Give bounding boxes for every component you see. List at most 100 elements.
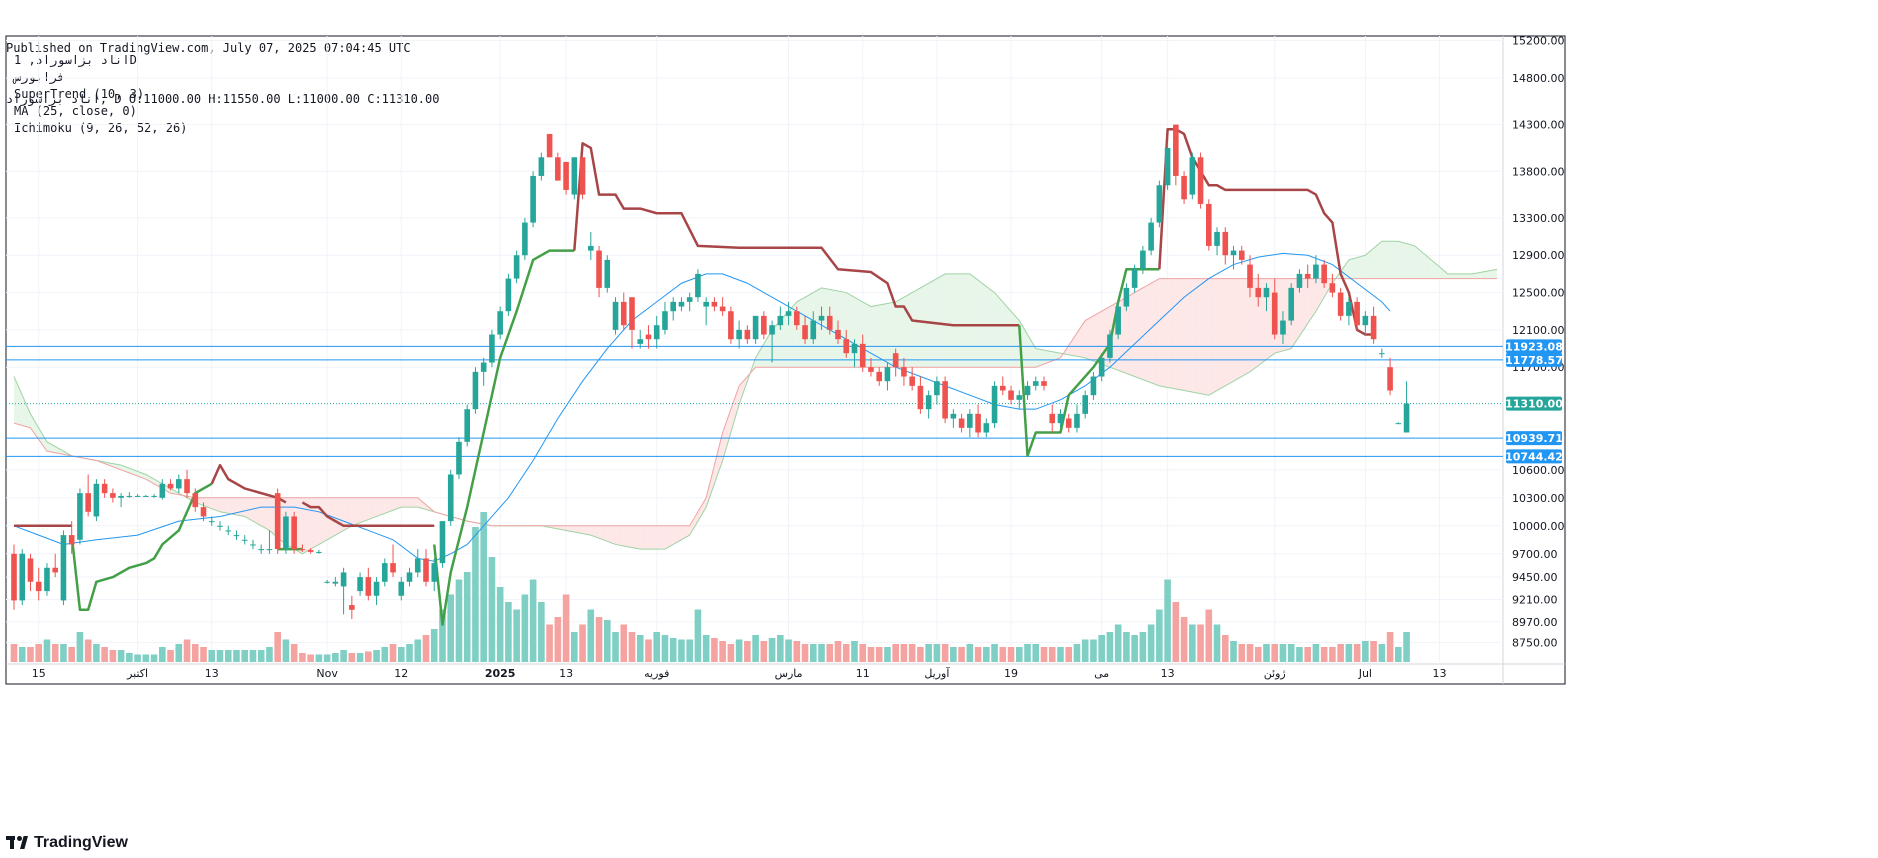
candle-body[interactable] [653,325,660,340]
candle-body[interactable] [1000,385,1006,391]
candle-body[interactable] [1074,413,1080,428]
candle-body[interactable] [629,297,635,330]
supertrend-down-line[interactable] [1158,128,1374,336]
candle-body[interactable] [1329,283,1336,293]
candle-body[interactable] [176,479,182,489]
candle-body[interactable] [1206,203,1212,246]
legend-indicator-supertrend[interactable]: SuperTrend (10, 3) [14,87,145,101]
candle-body[interactable] [1288,287,1294,321]
candle-body[interactable] [967,413,973,428]
candle-body[interactable] [752,315,759,340]
supertrend-down-line[interactable] [301,501,435,528]
candle-body[interactable] [925,395,932,410]
candle-body[interactable] [316,551,322,553]
candle-body[interactable] [851,343,858,354]
candle-body[interactable] [728,311,734,340]
candle-body[interactable] [447,474,454,522]
candle-body[interactable] [1148,222,1154,251]
candle-body[interactable] [1222,231,1229,256]
candle-body[interactable] [1164,147,1171,186]
candle-body[interactable] [958,418,965,428]
candle-body[interactable] [1181,175,1187,200]
candle-body[interactable] [431,563,438,582]
candle-body[interactable] [414,558,421,573]
candle-body[interactable] [859,343,866,368]
candle-body[interactable] [1280,320,1286,335]
candle-body[interactable] [332,581,339,584]
candle-body[interactable] [1296,273,1303,288]
candle-body[interactable] [184,479,190,494]
candle-body[interactable] [785,311,792,316]
candle-body[interactable] [217,525,223,527]
candle-body[interactable] [200,507,207,517]
candle-body[interactable] [1123,287,1130,307]
candle-body[interactable] [35,581,42,592]
candle-body[interactable] [736,329,742,340]
candle-body[interactable] [1131,269,1138,288]
candle-body[interactable] [670,301,676,312]
candle-body[interactable] [711,301,718,307]
candle-body[interactable] [151,495,157,497]
candle-body[interactable] [274,493,281,550]
candle-body[interactable] [497,311,503,335]
candle-body[interactable] [266,549,273,551]
candle-body[interactable] [571,157,578,195]
candle-body[interactable] [1263,287,1270,298]
candle-body[interactable] [662,311,668,330]
candle-body[interactable] [480,362,487,372]
candle-body[interactable] [118,495,124,498]
candle-body[interactable] [620,301,627,326]
candle-body[interactable] [423,558,429,582]
candle-body[interactable] [983,423,990,433]
legend-indicator-ma[interactable]: MA (25, close, 0) [14,104,137,118]
candle-body[interactable] [645,334,652,340]
candle-body[interactable] [884,367,891,382]
candle-body[interactable] [1313,264,1319,279]
candle-body[interactable] [456,441,462,475]
candle-body[interactable] [604,259,611,288]
candle-body[interactable] [1057,413,1064,424]
candle-body[interactable] [110,493,116,498]
candle-body[interactable] [44,567,50,592]
candle-body[interactable] [703,301,709,307]
candle-body[interactable] [11,553,17,601]
candle-body[interactable] [1395,423,1402,425]
candle-body[interactable] [439,521,446,564]
candle-body[interactable] [1156,185,1163,223]
candle-body[interactable] [1189,157,1196,195]
candle-body[interactable] [1173,124,1179,176]
candle-body[interactable] [233,535,240,537]
candle-body[interactable] [1238,250,1245,260]
supertrend-down-line[interactable] [573,142,1020,327]
candle-body[interactable] [283,516,289,550]
candle-body[interactable] [513,255,520,279]
candle-body[interactable] [1370,315,1377,340]
candle-body[interactable] [398,581,405,596]
candle-body[interactable] [167,483,174,489]
candle-body[interactable] [1197,157,1204,204]
candle-body[interactable] [909,376,915,386]
candle-body[interactable] [93,483,100,517]
candle-body[interactable] [1247,264,1253,288]
candle-body[interactable] [588,245,594,251]
candle-body[interactable] [299,549,306,551]
candle-body[interactable] [60,535,67,601]
candle-body[interactable] [126,495,133,497]
candle-body[interactable] [1354,301,1360,326]
candle-body[interactable] [472,371,479,410]
candle-body[interactable] [612,301,619,330]
candle-body[interactable] [991,385,998,424]
candle-body[interactable] [579,157,586,195]
candle-body[interactable] [77,493,83,540]
legend-symbol[interactable]: اناد بزاسوراد, 1D [14,53,137,67]
candle-body[interactable] [357,577,363,592]
candle-body[interactable] [901,367,907,377]
candle-body[interactable] [1337,292,1344,316]
candle-body[interactable] [1403,403,1410,433]
candle-body[interactable] [835,329,841,340]
candle-body[interactable] [1362,315,1369,326]
candle-body[interactable] [1090,376,1097,396]
candle-body[interactable] [1107,334,1113,358]
candle-body[interactable] [365,577,372,596]
candle-body[interactable] [1379,353,1385,355]
